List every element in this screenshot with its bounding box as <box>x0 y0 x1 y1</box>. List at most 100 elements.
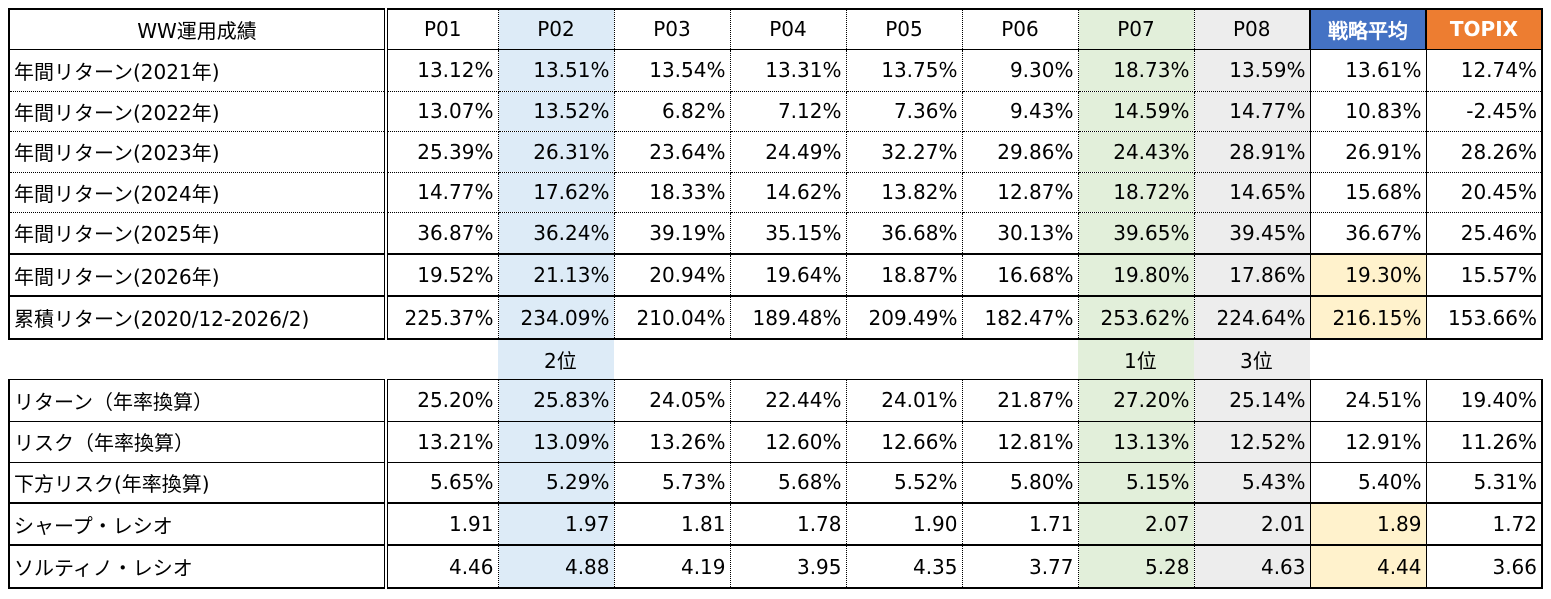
row-label: 下方リスク(年率換算) <box>8 461 388 504</box>
rank-cell <box>1310 339 1426 379</box>
value-cell: 5.80% <box>961 461 1079 504</box>
value-cell: 25.83% <box>497 378 615 422</box>
value-cell: 21.87% <box>961 378 1079 422</box>
value-cell: 4.35 <box>845 544 963 589</box>
value-cell: 225.37% <box>385 295 499 340</box>
value-cell: 25.39% <box>385 130 499 173</box>
value-cell: 19.80% <box>1077 253 1195 297</box>
value-cell: 26.31% <box>497 130 615 173</box>
value-cell: 1.81 <box>613 502 731 546</box>
value-cell: 5.31% <box>1425 461 1543 504</box>
value-cell: 25.14% <box>1193 378 1311 422</box>
table-row: 2位 1位 3位 <box>9 339 1542 379</box>
value-cell: 7.36% <box>845 90 963 132</box>
row-label: リスク（年率換算） <box>8 420 388 463</box>
value-cell: 11.26% <box>1425 420 1543 463</box>
value-cell: 12.60% <box>729 420 847 463</box>
value-cell: 209.49% <box>845 295 963 340</box>
value-cell: 5.15% <box>1077 461 1195 504</box>
header-cell: P06 <box>961 8 1079 50</box>
value-cell: 4.63 <box>1193 544 1311 589</box>
value-cell: 12.87% <box>961 171 1079 213</box>
value-cell: 5.65% <box>385 461 499 504</box>
rank-cell: 2位 <box>498 339 614 379</box>
value-cell: 35.15% <box>729 211 847 255</box>
value-cell: 18.72% <box>1077 171 1195 213</box>
table-row: ソルティノ・レシオ 4.46 4.88 4.19 3.95 4.35 3.77 5.28 4.6… <box>8 544 1543 589</box>
row-label: 年間リターン(2025年) <box>8 211 388 255</box>
value-cell: -2.45% <box>1425 90 1543 132</box>
value-cell: 19.52% <box>385 253 499 297</box>
value-cell: 30.13% <box>961 211 1079 255</box>
value-cell: 20.94% <box>613 253 731 297</box>
rank-cell: 1位 <box>1078 339 1194 379</box>
value-cell: 3.66 <box>1425 544 1543 589</box>
header-cell: P01 <box>385 8 499 50</box>
value-cell: 15.68% <box>1309 171 1427 213</box>
value-cell: 39.45% <box>1193 211 1311 255</box>
value-cell: 12.66% <box>845 420 963 463</box>
table-row: リスク（年率換算） 13.21% 13.09% 13.26% 12.60% 12.66% 1… <box>8 420 1543 463</box>
value-cell: 16.68% <box>961 253 1079 297</box>
value-cell: 14.62% <box>729 171 847 213</box>
value-cell: 36.87% <box>385 211 499 255</box>
value-cell: 12.81% <box>961 420 1079 463</box>
row-label: 累積リターン(2020/12-2026/2) <box>8 295 388 340</box>
row-label: 年間リターン(2022年) <box>8 90 388 132</box>
value-cell: 1.89 <box>1309 502 1427 546</box>
header-cell: TOPIX <box>1425 8 1543 50</box>
value-cell: 25.46% <box>1425 211 1543 255</box>
header-cell: P08 <box>1193 8 1311 50</box>
value-cell: 3.77 <box>961 544 1079 589</box>
value-cell: 189.48% <box>729 295 847 340</box>
value-cell: 21.13% <box>497 253 615 297</box>
rank-cell <box>9 339 386 379</box>
value-cell: 24.51% <box>1309 378 1427 422</box>
value-cell: 18.87% <box>845 253 963 297</box>
value-cell: 13.52% <box>497 90 615 132</box>
row-label: シャープ・レシオ <box>8 502 388 546</box>
value-cell: 13.75% <box>845 48 963 92</box>
value-cell: 32.27% <box>845 130 963 173</box>
value-cell: 24.05% <box>613 378 731 422</box>
value-cell: 12.91% <box>1309 420 1427 463</box>
value-cell: 13.21% <box>385 420 499 463</box>
value-cell: 23.64% <box>613 130 731 173</box>
value-cell: 13.82% <box>845 171 963 213</box>
value-cell: 39.65% <box>1077 211 1195 255</box>
table-row: 累積リターン(2020/12-2026/2) 225.37% 234.09% 210.… <box>8 295 1543 340</box>
value-cell: 19.30% <box>1309 253 1427 297</box>
value-cell: 28.91% <box>1193 130 1311 173</box>
value-cell: 1.72 <box>1425 502 1543 546</box>
rank-cell <box>846 339 962 379</box>
value-cell: 13.54% <box>613 48 731 92</box>
value-cell: 224.64% <box>1193 295 1311 340</box>
row-label: 年間リターン(2024年) <box>8 171 388 213</box>
value-cell: 4.88 <box>497 544 615 589</box>
value-cell: 10.83% <box>1309 90 1427 132</box>
value-cell: 36.67% <box>1309 211 1427 255</box>
value-cell: 26.91% <box>1309 130 1427 173</box>
rank-cell <box>1426 339 1542 379</box>
table-row: 年間リターン(2024年) 14.77% 17.62% 18.33% 14.62% 13.… <box>8 171 1543 213</box>
value-cell: 4.44 <box>1309 544 1427 589</box>
header-cell: P04 <box>729 8 847 50</box>
header-cell: P05 <box>845 8 963 50</box>
value-cell: 4.46 <box>385 544 499 589</box>
rank-cell <box>962 339 1078 379</box>
rank-cell: 3位 <box>1194 339 1310 379</box>
value-cell: 14.77% <box>1193 90 1311 132</box>
value-cell: 5.52% <box>845 461 963 504</box>
value-cell: 29.86% <box>961 130 1079 173</box>
value-cell: 7.12% <box>729 90 847 132</box>
rank-cell <box>386 339 498 379</box>
value-cell: 13.26% <box>613 420 731 463</box>
row-label: リターン（年率換算） <box>8 378 388 422</box>
value-cell: 12.74% <box>1425 48 1543 92</box>
value-cell: 1.91 <box>385 502 499 546</box>
value-cell: 9.30% <box>961 48 1079 92</box>
value-cell: 2.01 <box>1193 502 1311 546</box>
value-cell: 24.43% <box>1077 130 1195 173</box>
header-cell: P03 <box>613 8 731 50</box>
